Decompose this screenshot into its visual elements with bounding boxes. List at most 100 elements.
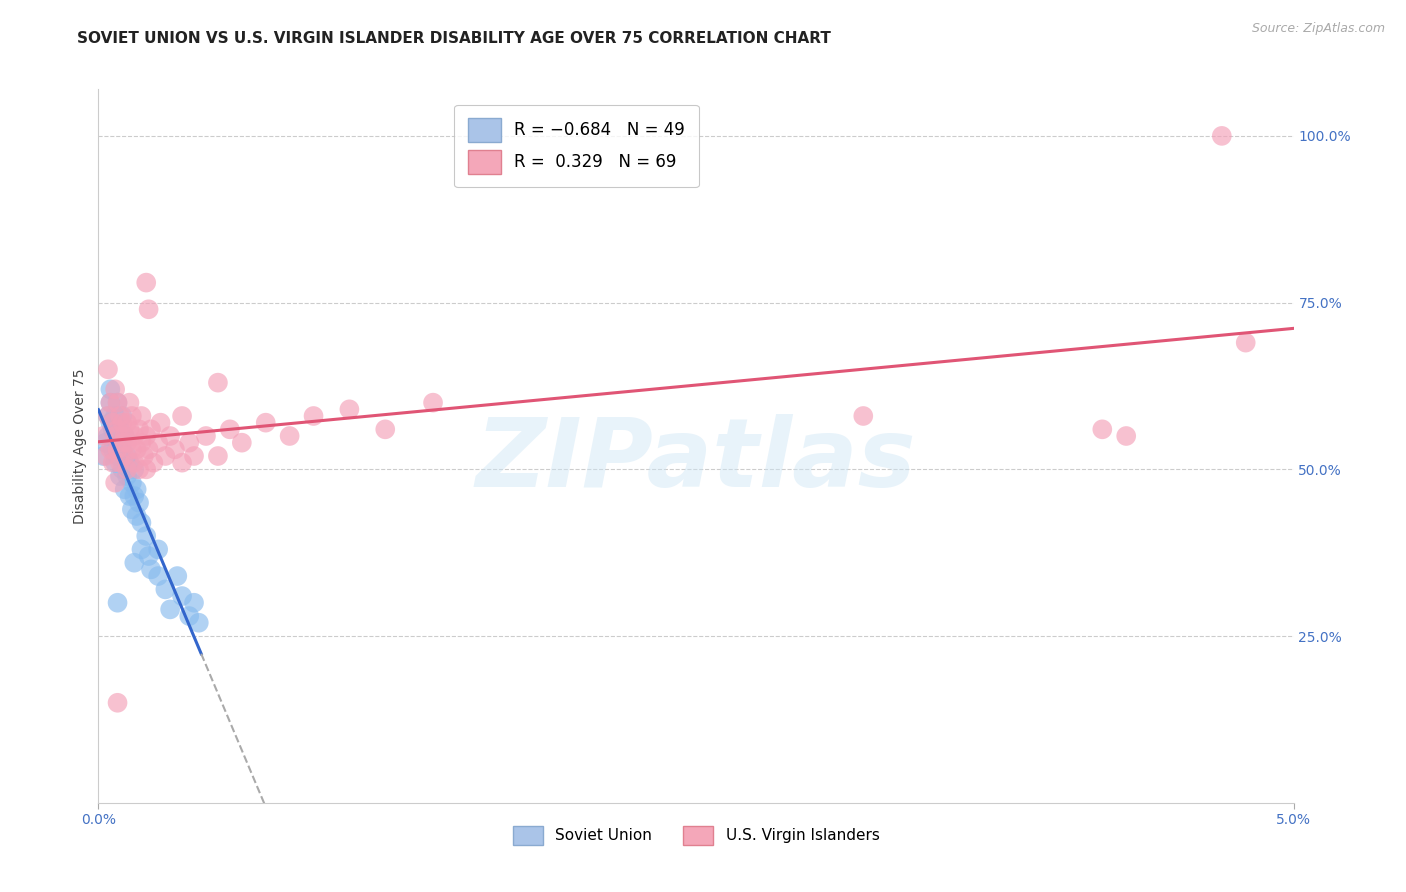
Point	[108, 456, 131, 470]
Point	[107, 442, 129, 457]
Point	[107, 422, 129, 436]
Point	[142, 456, 165, 470]
Point	[254, 416, 277, 430]
Point	[104, 475, 127, 490]
Point	[149, 416, 172, 430]
Point	[101, 422, 124, 436]
Point	[114, 429, 136, 443]
Point	[111, 435, 134, 450]
Point	[121, 502, 143, 516]
Point	[166, 569, 188, 583]
Point	[91, 449, 114, 463]
Point	[104, 456, 127, 470]
Point	[98, 382, 122, 396]
Point	[97, 429, 120, 443]
Point	[172, 589, 194, 603]
Point	[179, 435, 201, 450]
Point	[139, 422, 162, 436]
Point	[374, 422, 396, 436]
Point	[107, 449, 129, 463]
Point	[98, 395, 122, 409]
Point	[107, 435, 129, 450]
Point	[148, 435, 170, 450]
Point	[125, 483, 148, 497]
Point	[121, 475, 143, 490]
Point	[172, 456, 194, 470]
Point	[115, 469, 138, 483]
Point	[128, 422, 150, 436]
Point	[163, 442, 186, 457]
Point	[155, 582, 177, 597]
Y-axis label: Disability Age Over 75: Disability Age Over 75	[73, 368, 87, 524]
Point	[187, 615, 209, 630]
Point	[114, 483, 136, 497]
Point	[104, 429, 127, 443]
Point	[115, 462, 138, 476]
Point	[1234, 335, 1257, 350]
Point	[98, 442, 122, 457]
Point	[98, 395, 122, 409]
Point	[278, 429, 301, 443]
Point	[852, 409, 875, 423]
Point	[128, 496, 150, 510]
Point	[124, 462, 146, 476]
Point	[422, 395, 444, 409]
Point	[135, 429, 157, 443]
Point	[1211, 128, 1233, 143]
Point	[101, 442, 124, 457]
Point	[183, 596, 205, 610]
Point	[115, 416, 138, 430]
Point	[1091, 422, 1114, 436]
Point	[107, 596, 129, 610]
Point	[124, 489, 146, 503]
Text: ZIPatlas: ZIPatlas	[475, 414, 917, 507]
Point	[139, 562, 162, 576]
Point	[97, 362, 120, 376]
Point	[111, 416, 134, 430]
Point	[104, 429, 127, 443]
Point	[97, 409, 120, 423]
Point	[125, 509, 148, 524]
Point	[118, 489, 141, 503]
Point	[159, 429, 181, 443]
Point	[111, 409, 134, 423]
Point	[114, 449, 136, 463]
Point	[155, 449, 177, 463]
Point	[219, 422, 242, 436]
Point	[124, 456, 146, 470]
Point	[101, 456, 124, 470]
Point	[115, 435, 138, 450]
Point	[104, 382, 127, 396]
Point	[118, 395, 141, 409]
Point	[107, 696, 129, 710]
Point	[111, 442, 134, 457]
Point	[135, 529, 157, 543]
Point	[124, 556, 146, 570]
Point	[101, 416, 124, 430]
Point	[138, 442, 160, 457]
Point	[91, 429, 114, 443]
Point	[121, 442, 143, 457]
Point	[172, 409, 194, 423]
Point	[138, 549, 160, 563]
Point	[1115, 429, 1137, 443]
Point	[135, 462, 157, 476]
Point	[207, 376, 229, 390]
Point	[114, 429, 136, 443]
Point	[207, 449, 229, 463]
Text: Source: ZipAtlas.com: Source: ZipAtlas.com	[1251, 22, 1385, 36]
Point	[138, 302, 160, 317]
Point	[124, 429, 146, 443]
Point	[339, 402, 361, 417]
Point	[148, 542, 170, 557]
Point	[128, 462, 150, 476]
Point	[132, 449, 155, 463]
Point	[159, 602, 181, 616]
Point	[195, 429, 218, 443]
Point	[118, 422, 141, 436]
Point	[125, 442, 148, 457]
Point	[98, 416, 122, 430]
Point	[97, 409, 120, 423]
Point	[131, 542, 153, 557]
Point	[115, 449, 138, 463]
